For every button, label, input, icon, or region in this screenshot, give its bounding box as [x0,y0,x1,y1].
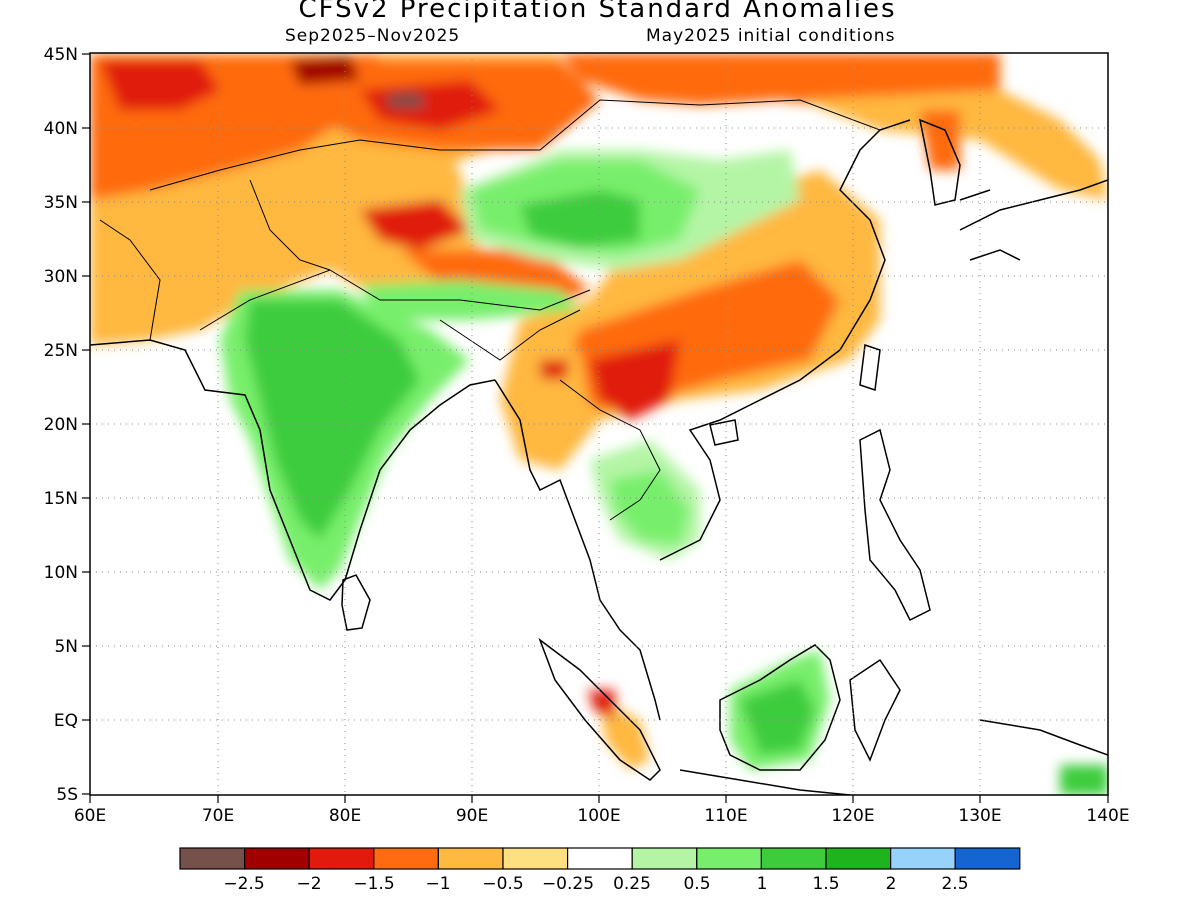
colorbar-swatch [760,847,827,870]
colorbar-swatch [373,847,439,870]
lat-tick-labels: 45N 40N 35N 30N 25N 20N 15N 10N 5N EQ 5S [44,45,78,805]
coast-japan [959,179,1108,261]
tick-marks [82,53,1109,803]
colorbar-swatch [889,847,956,870]
coast-korea [918,118,961,206]
shade-burma-orange [520,350,590,450]
colorbar-swatch [566,847,633,870]
colorbar-swatch [437,847,504,870]
shade-nw-red [100,60,220,110]
lon-tick: 110E [704,806,747,826]
colorbar-label: 1 [757,874,768,894]
shade-sumatra-red [588,690,615,718]
shade-india-green [245,300,420,540]
lat-tick: 20N [44,415,78,435]
colorbar-label: 2 [886,874,897,894]
initial-conditions: May2025 initial conditions [646,26,896,46]
shade-tibet-red [360,200,470,250]
lat-tick: 25N [44,341,78,361]
shade-indochina-green2 [610,470,690,545]
lat-tick: 30N [44,267,78,287]
colorbar-label: −0.25 [542,874,594,894]
lon-tick: 60E [74,806,106,826]
coast-newguinea [979,719,1108,756]
coast-philippines [859,428,931,622]
shade-papua-green [1060,765,1108,795]
lat-tick: 35N [44,193,78,213]
coast-hainan [709,419,739,446]
colorbar-label: 2.5 [941,874,968,894]
colorbar-swatch [954,847,1021,870]
coastlines [90,118,1108,795]
lat-tick: 5N [54,637,78,657]
lon-tick: 130E [958,806,1001,826]
shade-himalaya-green [360,280,580,320]
colorbar-swatch [696,847,762,870]
lat-tick: 10N [44,563,78,583]
colorbar-swatch [244,847,310,870]
map-title: CFSv2 Precipitation Standard Anomalies [298,0,897,24]
colorbar-label: −2 [296,874,321,894]
shade-south-china-red [590,340,680,420]
colorbar-label: −1 [425,874,450,894]
colorbar-label: −1.5 [353,874,394,894]
valid-period: Sep2025–Nov2025 [285,26,461,46]
shade-borneo-green [740,680,815,755]
lon-tick: 90E [456,806,488,826]
lat-tick: 40N [44,119,78,139]
lat-tick: 5S [56,785,78,805]
colorbar-swatch [825,847,892,870]
lat-tick: 45N [44,45,78,65]
shade-north-red2 [290,55,360,85]
colorbar-swatch [308,847,375,870]
borders [99,99,881,521]
coast-srilanka [341,574,371,631]
shade-north-red [360,80,500,130]
coast-sulawesi [849,658,901,762]
colorbar-label: 0.5 [683,874,710,894]
gridlines [90,53,1108,795]
shade-korea-orange [920,110,960,170]
colorbar-label: 1.5 [812,874,839,894]
coast-taiwan [859,343,881,392]
colorbar-label: −0.5 [482,874,523,894]
shade-ne-lightorange [800,90,1108,200]
lat-tick: EQ [54,711,78,731]
lon-tick: 80E [329,806,361,826]
lon-tick-labels: 60E 70E 80E 90E 100E 110E 120E 130E 140E [74,806,1130,826]
lon-tick: 100E [577,806,620,826]
coast-indochina [659,119,911,561]
colorbar-swatch [631,847,698,870]
colorbar-label: 0.25 [613,874,651,894]
lon-tick: 140E [1086,806,1129,826]
lat-tick: 15N [44,489,78,509]
colorbar: −2.5 −2 −1.5 −1 −0.5 −0.25 0.25 0.5 1 1.… [179,847,1021,894]
anomaly-shading [90,53,1108,795]
shade-tibet-darkgreen [520,190,640,248]
coast-arabia-india [90,339,496,601]
coast-java [679,769,851,795]
lon-tick: 70E [202,806,234,826]
shade-burma-red [540,360,570,380]
colorbar-swatch [502,847,569,870]
coast-burma-thailand [494,379,661,721]
colorbar-swatch [179,847,246,870]
shade-sumatra-orange [600,700,650,770]
colorbar-label: −2.5 [223,874,264,894]
shade-north-brown [385,92,425,108]
coast-borneo [719,644,841,771]
coast-sumatra [538,637,661,781]
lon-tick: 120E [831,806,874,826]
